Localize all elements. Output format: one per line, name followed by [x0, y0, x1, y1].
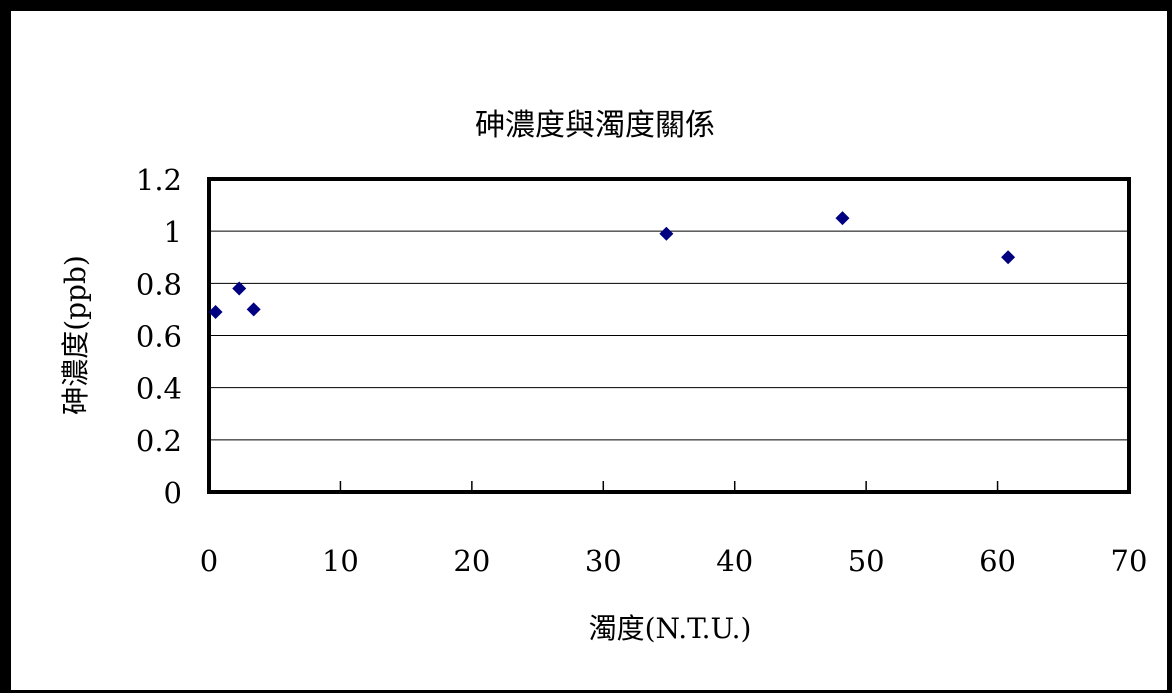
- data-point: [659, 226, 674, 241]
- data-point: [835, 211, 850, 226]
- x-tick-label: 10: [322, 544, 359, 578]
- y-tick-label: 0.4: [136, 372, 182, 406]
- y-tick-label: 0.2: [136, 424, 182, 458]
- y-tick-label: 0.6: [136, 320, 182, 354]
- y-tick-label: 0.8: [136, 267, 182, 301]
- data-point: [246, 302, 261, 317]
- gridlines: [209, 230, 1129, 441]
- x-tick-label: 20: [453, 544, 490, 578]
- y-axis-label: 砷濃度(ppb): [59, 255, 92, 415]
- y-tick-label: 1.2: [136, 163, 182, 197]
- y-tick-label: 0: [164, 476, 182, 510]
- x-tick-label: 70: [1111, 544, 1148, 578]
- x-axis-label: 濁度(N.T.U.): [589, 612, 752, 645]
- plot-area: [207, 177, 1131, 494]
- x-tick-label: 50: [848, 544, 885, 578]
- y-axis-ticks: 0 0.2 0.4 0.6 0.8 1 1.2: [136, 163, 182, 510]
- data-point: [232, 281, 247, 296]
- x-tick-label: 30: [585, 544, 622, 578]
- x-tick-label: 60: [979, 544, 1016, 578]
- chart-title: 砷濃度與濁度關係: [475, 108, 715, 143]
- x-tick-label: 40: [716, 544, 753, 578]
- x-tick-label: 0: [200, 544, 218, 578]
- x-axis-ticks: 0 10 20 30 40 50 60 70: [200, 481, 1148, 578]
- data-point: [1001, 250, 1016, 265]
- y-tick-label: 1: [164, 215, 182, 249]
- data-points: [208, 211, 1016, 320]
- data-point: [208, 305, 223, 320]
